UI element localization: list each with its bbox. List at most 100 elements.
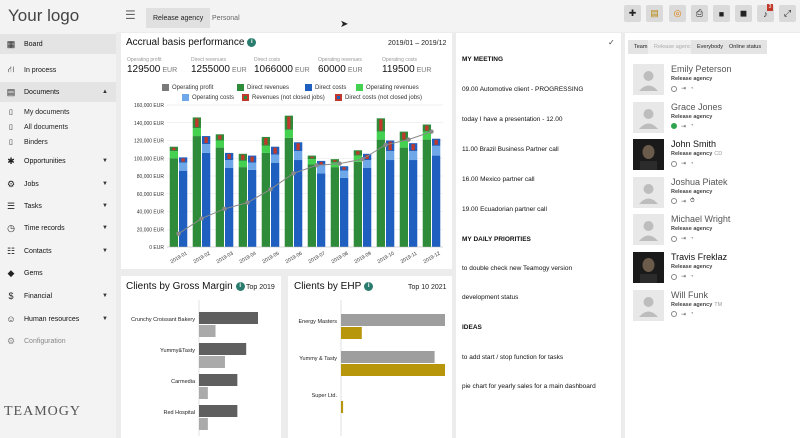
bar-operating-revenues — [353, 155, 362, 162]
stat-value: 119500 EUR — [382, 64, 432, 75]
team-member[interactable]: Grace Jones Release agency ⇥ ◔ — [630, 101, 786, 138]
team-member[interactable]: Joshua Piatek Release agency ⇥ ⏱ — [630, 176, 786, 213]
ehp-top-selector[interactable]: Top 10 2021 — [408, 284, 447, 291]
sidebar-item-opportunities[interactable]: ✱ Opportunities ▼ — [7, 155, 108, 166]
sidebar-item-human-resources[interactable]: ☺ Human resources ▼ — [6, 314, 108, 324]
operating-profit-line — [178, 131, 432, 235]
tasks-icon: ☰ — [6, 200, 16, 211]
bar-direct-revenues — [192, 136, 201, 247]
bar-operating-costs — [363, 160, 372, 169]
team-member[interactable]: Emily Peterson Release agency ⇥ ◔ — [630, 64, 786, 100]
y-tick-label: 60,000 EUR — [137, 192, 165, 198]
sidebar-item-gems[interactable]: ◆ Gems — [7, 267, 43, 278]
legend-item[interactable]: Revenues (not closed jobs) — [242, 94, 325, 101]
bar-primary — [199, 343, 247, 355]
sidebar-item-configuration[interactable]: ⚙ Configuration — [6, 335, 66, 346]
bar-operating-costs — [271, 154, 280, 163]
member-name[interactable]: Grace Jones — [671, 101, 723, 112]
avatar — [633, 289, 664, 321]
bar-operating-costs — [225, 160, 234, 169]
sidebar-subitem-all-documents[interactable]: ▯ All documents — [9, 123, 68, 132]
login-icon: ⇥ — [681, 123, 687, 130]
chat-icon[interactable]: ◼ — [735, 5, 752, 22]
online-status-icon — [671, 85, 677, 92]
binder-icon: ▯ — [9, 139, 13, 146]
bar-revenues-not-closed-marker — [425, 125, 429, 131]
sidebar-item-documents[interactable]: ▤ Documents ▲ — [0, 82, 116, 102]
info-icon[interactable]: i — [247, 37, 257, 47]
team-member[interactable]: John Smith Release agency CD ⇥ ◔ — [630, 139, 786, 175]
bar-operating-costs — [317, 165, 326, 174]
sidebar-item-time-records[interactable]: ◷ Time records ▼ — [7, 222, 108, 233]
sidebar-item-in-process[interactable]: ⛙ In process — [7, 64, 57, 74]
accrual-date-range[interactable]: 2019/01 – 2019/12 — [388, 40, 447, 47]
team-member[interactable]: Will Funk Release agency TM ⇥ ◔ — [630, 289, 786, 326]
member-name[interactable]: John Smith — [671, 139, 717, 150]
team-tab-everybody[interactable]: Everybody — [691, 40, 729, 54]
bar-operating-costs — [409, 151, 418, 161]
target-icon[interactable]: ◎ — [669, 5, 686, 22]
sidebar-item-tasks[interactable]: ☰ Tasks ▼ — [6, 200, 108, 211]
legend-item[interactable]: Operating revenues — [356, 84, 419, 91]
legend-item[interactable]: Operating profit — [162, 84, 213, 91]
sidebar-subitem-binders[interactable]: ▯ Binders — [9, 138, 48, 147]
tab-release-agency[interactable]: Release agency — [146, 8, 211, 28]
legend-swatch — [182, 94, 189, 101]
x-tick-label: 2019-09 — [354, 251, 373, 265]
member-name[interactable]: Will Funk — [671, 289, 709, 300]
notes-icon[interactable]: ▤ — [646, 5, 663, 22]
operating-profit-point — [245, 200, 250, 205]
team-member[interactable]: Michael Wright Release agency ⇥ ◔ — [630, 214, 786, 250]
legend-item[interactable]: Direct revenues — [237, 84, 289, 91]
check-icon[interactable]: ✓ — [608, 38, 615, 47]
gross-margin-title: Clients by Gross Margin i — [126, 281, 245, 292]
category-label: Super Ltd. — [312, 393, 338, 399]
login-icon: ⇥ — [681, 161, 687, 168]
bar-secondary — [199, 387, 208, 399]
tab-personal[interactable]: Personal — [212, 14, 240, 22]
bar-revenues-not-closed-marker — [356, 151, 360, 155]
legend-item[interactable]: Operating costs — [182, 94, 234, 101]
legend-item[interactable]: Direct costs — [305, 84, 346, 91]
member-status: ⇥ ◔ — [671, 311, 698, 318]
bar-secondary — [199, 325, 216, 337]
plus-icon[interactable]: ✚ — [624, 5, 641, 22]
member-name[interactable]: Travis Freklaz — [671, 252, 728, 262]
sidebar-item-jobs[interactable]: ⚙ Jobs ▼ — [6, 178, 108, 189]
avatar — [633, 139, 664, 171]
member-name[interactable]: Emily Peterson — [671, 64, 732, 74]
team-tab-team[interactable]: Team — [628, 40, 654, 54]
bar-direct-costs — [179, 170, 188, 247]
bar-operating-costs — [340, 170, 349, 178]
legend-item[interactable]: Direct costs (not closed jobs) — [335, 94, 422, 101]
sidebar-item-board[interactable]: ▦ Board — [0, 34, 116, 54]
member-name[interactable]: Joshua Piatek — [671, 176, 728, 187]
x-tick-label: 2019-10 — [377, 251, 396, 265]
team-tab-release-agency[interactable]: Release agency — [648, 40, 700, 54]
sidebar-item-contacts[interactable]: ☷ Contacts ▼ — [6, 245, 108, 256]
expand-icon[interactable]: ⤢ — [779, 5, 796, 22]
bar-direct-costs — [271, 162, 280, 247]
app-logo[interactable]: Your logo — [8, 6, 80, 25]
stat-label: Operating revenues — [318, 57, 362, 63]
print-icon[interactable]: ⎙ — [691, 5, 708, 22]
bar-direct-costs — [202, 152, 211, 247]
accrual-chart: 0 EUR 20,000 EUR 40,000 EUR 60,000 EUR 80,00… — [134, 103, 443, 265]
gross-margin-top-selector[interactable]: Top 2019 — [246, 284, 275, 291]
sidebar-subitem-my-documents[interactable]: ▯ My documents — [9, 108, 70, 117]
timer-icon: ◔ — [690, 311, 694, 318]
team-member[interactable]: Travis Freklaz Release agency ⇥ ◔ — [630, 252, 786, 288]
member-name[interactable]: Michael Wright — [671, 214, 731, 225]
info-icon[interactable]: i — [235, 281, 245, 291]
info-icon[interactable]: i — [364, 281, 374, 291]
grid-icon: ▦ — [6, 38, 16, 49]
hamburger-menu-icon[interactable]: ☰ — [125, 8, 136, 22]
sidebar-item-financial[interactable]: $ Financial ▼ — [0, 286, 116, 306]
notes-panel[interactable] — [456, 33, 621, 438]
bar-direct-costs — [317, 173, 326, 247]
chevron-down-icon: ▼ — [102, 203, 108, 209]
team-tab-online-status[interactable]: Online status — [723, 40, 768, 54]
video-icon[interactable]: ■ — [713, 5, 730, 22]
category-label: Red Hospital — [164, 410, 196, 416]
timer-icon: ◔ — [690, 273, 694, 280]
